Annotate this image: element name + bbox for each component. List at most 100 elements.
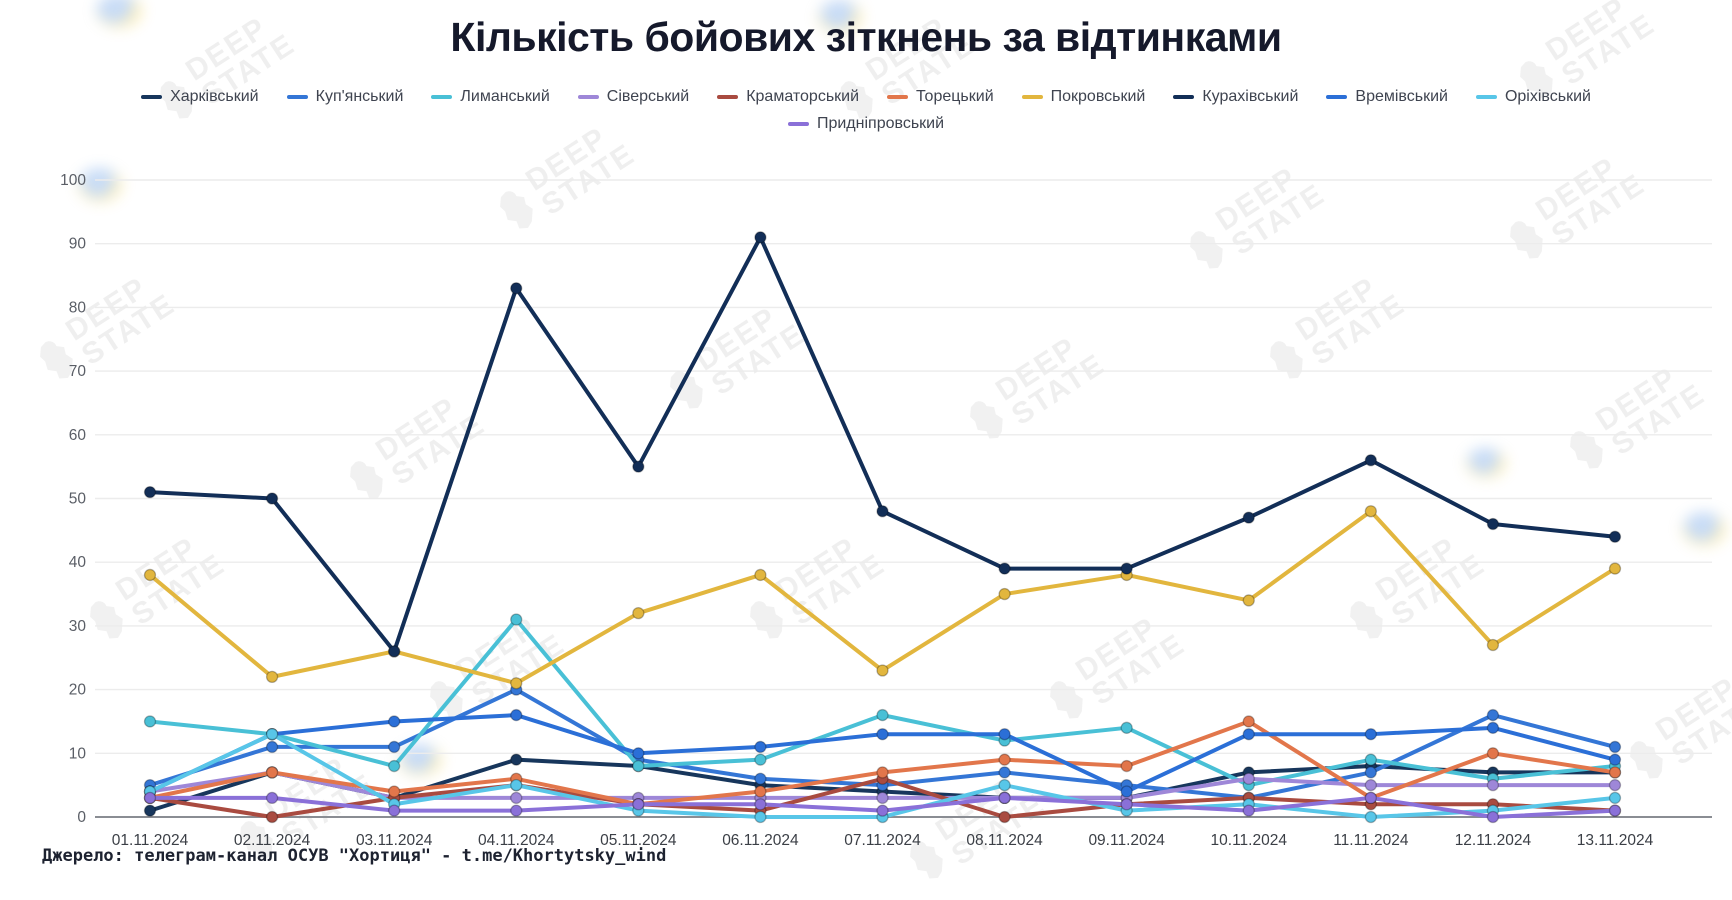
data-point xyxy=(876,791,889,805)
data-point xyxy=(754,798,767,811)
series-2 xyxy=(143,613,1622,792)
data-point xyxy=(1486,810,1500,824)
legend-swatch xyxy=(1173,95,1195,99)
data-point xyxy=(388,645,401,658)
data-point xyxy=(1608,766,1622,779)
data-point xyxy=(1486,779,1500,792)
x-tick-label: 09.11.2024 xyxy=(1088,832,1165,849)
legend-item-8[interactable]: Времівський xyxy=(1326,88,1448,106)
x-tick-label: 05.11.2024 xyxy=(600,832,677,849)
data-point xyxy=(632,607,645,620)
data-point xyxy=(510,753,523,766)
data-point xyxy=(510,282,523,295)
series-10 xyxy=(143,791,1622,824)
x-tick-label: 01.11.2024 xyxy=(112,832,189,849)
legend-item-5[interactable]: Торецький xyxy=(887,88,994,106)
data-point xyxy=(754,810,767,824)
legend-label: Курахівський xyxy=(1202,88,1299,105)
data-point xyxy=(632,759,645,773)
legend-item-0[interactable]: Харківський xyxy=(141,88,259,106)
data-point xyxy=(1364,766,1377,779)
legend-item-6[interactable]: Покровський xyxy=(1021,88,1146,106)
data-point xyxy=(876,505,889,518)
data-point xyxy=(998,766,1011,779)
data-point xyxy=(1242,804,1255,817)
data-point xyxy=(388,804,401,817)
legend-item-2[interactable]: Лиманський xyxy=(431,88,550,106)
x-tick-label: 13.11.2024 xyxy=(1577,832,1654,849)
data-point xyxy=(143,804,157,817)
data-point xyxy=(510,708,523,722)
data-point xyxy=(265,728,279,741)
legend-item-10[interactable]: Придніпровський xyxy=(787,115,944,133)
y-tick-label: 20 xyxy=(69,682,87,699)
legend-item-9[interactable]: Оріхівський xyxy=(1475,88,1591,106)
y-tick-label: 60 xyxy=(69,427,87,444)
data-point xyxy=(632,747,645,760)
series-line xyxy=(148,235,1617,654)
x-axis-ticks: 01.11.2024 02.11.2024 03.11.2024 04.11.2024… xyxy=(112,832,1654,849)
data-point xyxy=(876,766,889,779)
data-point xyxy=(1364,728,1377,741)
data-point xyxy=(632,460,645,473)
legend-swatch xyxy=(717,95,739,99)
data-point xyxy=(1364,810,1377,824)
data-point xyxy=(388,785,401,798)
series-7 xyxy=(143,231,1622,658)
data-point xyxy=(510,677,523,690)
data-point xyxy=(754,772,767,785)
series-6 xyxy=(143,505,1622,690)
data-point xyxy=(998,810,1011,824)
legend-swatch xyxy=(286,95,308,99)
data-point xyxy=(754,568,767,582)
data-point xyxy=(143,568,157,582)
legend-label: Оріхівський xyxy=(1504,88,1591,105)
legend-label: Торецький xyxy=(916,88,994,105)
data-point xyxy=(1608,740,1622,754)
legend-label: Покровський xyxy=(1050,88,1146,105)
legend-label: Куп'янський xyxy=(315,88,404,105)
legend-label: Харківський xyxy=(170,88,259,105)
data-point xyxy=(1120,721,1133,734)
legend-item-7[interactable]: Курахівський xyxy=(1173,88,1298,106)
data-point xyxy=(1486,721,1500,734)
x-tick-label: 12.11.2024 xyxy=(1455,832,1532,849)
legend-item-4[interactable]: Краматорський xyxy=(717,88,859,106)
data-point xyxy=(1120,798,1133,811)
x-tick-label: 02.11.2024 xyxy=(234,832,311,849)
data-point xyxy=(1364,791,1377,805)
data-point xyxy=(1486,708,1500,722)
data-point xyxy=(1486,517,1500,531)
y-tick-label: 30 xyxy=(69,618,87,635)
legend-swatch xyxy=(577,95,599,99)
data-point xyxy=(876,664,889,677)
data-point xyxy=(1608,791,1622,805)
data-point xyxy=(1364,779,1377,792)
legend-item-3[interactable]: Сіверський xyxy=(577,88,690,106)
legend-swatch xyxy=(1021,95,1043,99)
x-tick-label: 06.11.2024 xyxy=(722,832,799,849)
data-point xyxy=(1242,715,1255,728)
data-point xyxy=(1608,804,1622,817)
legend-label: Сіверський xyxy=(606,88,690,105)
data-point xyxy=(998,562,1011,575)
source-caption: Джерело: телеграм-канал ОСУВ "Хортиця" -… xyxy=(42,846,667,866)
series-line xyxy=(148,509,1617,686)
legend-item-1[interactable]: Куп'янський xyxy=(286,88,404,106)
data-point xyxy=(388,740,401,754)
data-point xyxy=(1486,747,1500,760)
data-point xyxy=(388,715,401,728)
x-tick-label: 03.11.2024 xyxy=(356,832,433,849)
data-point xyxy=(1364,505,1377,518)
gridlines xyxy=(95,179,1712,754)
data-point xyxy=(876,804,889,817)
y-tick-label: 0 xyxy=(77,809,86,826)
y-tick-label: 40 xyxy=(69,554,87,571)
data-point xyxy=(1608,779,1622,792)
chart-legend: Харківський Куп'янський Лиманський Сіверськ… xyxy=(116,88,1616,133)
x-tick-label: 10.11.2024 xyxy=(1211,832,1288,849)
data-point xyxy=(265,492,279,505)
x-tick-label: 08.11.2024 xyxy=(966,832,1043,849)
